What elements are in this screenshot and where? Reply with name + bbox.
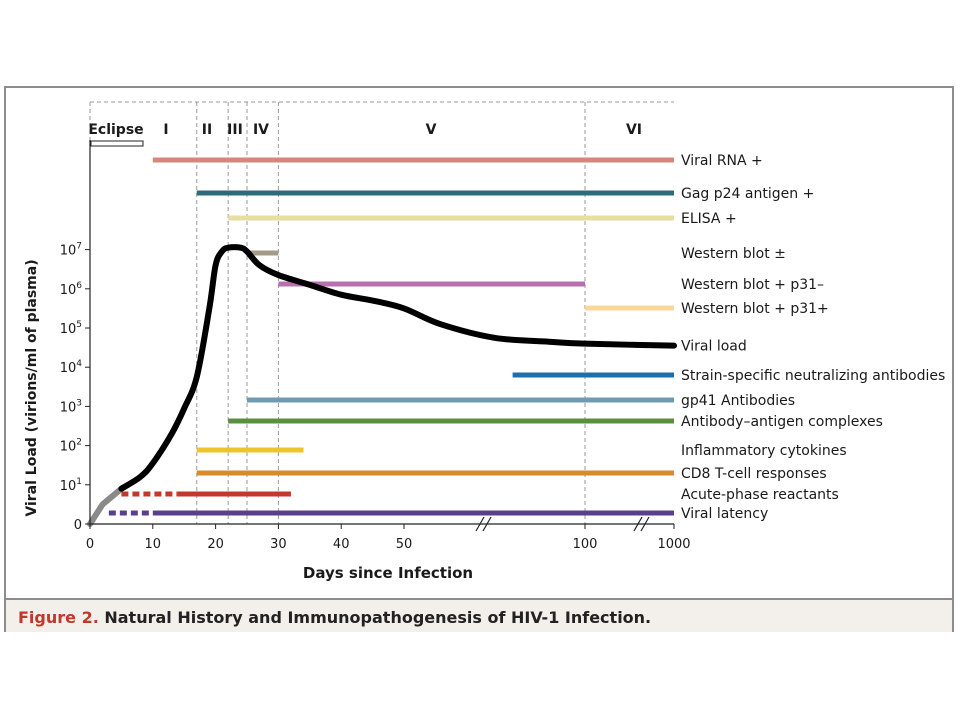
y-tick-label: 102	[60, 438, 82, 455]
x-tick-label: 50	[396, 537, 413, 552]
y-tick-base: 0	[74, 518, 82, 533]
y-tick-exponent: 7	[76, 242, 82, 252]
series-label-viral-load: Viral load	[681, 339, 747, 355]
figure-caption: Figure 2. Natural History and Immunopath…	[18, 608, 651, 627]
y-tick-base: 10	[60, 283, 77, 298]
phase-label: III	[227, 122, 243, 138]
x-tick-label: 100	[573, 537, 598, 552]
x-tick-label: 10	[145, 537, 162, 552]
y-tick-label: 101	[60, 477, 82, 494]
x-tick-label: 40	[333, 537, 350, 552]
marker-label: gp41 Antibodies	[681, 393, 795, 409]
y-tick-base: 10	[60, 361, 77, 376]
phase-label: IV	[253, 122, 269, 138]
y-axis-label: Viral Load (virions/ml of plasma)	[24, 259, 40, 516]
figure-label: Figure 2.	[18, 608, 99, 627]
y-tick-exponent: 4	[76, 359, 82, 369]
marker-label: Strain-specific neutralizing antibodies	[681, 368, 945, 384]
phase-label: VI	[626, 122, 642, 138]
phase-label: V	[426, 122, 437, 138]
axis-break-mark	[475, 516, 485, 532]
x-tick-label: 0	[86, 537, 94, 552]
y-tick-exponent: 1	[76, 477, 82, 487]
figure-title: Natural History and Immunopathogenesis o…	[104, 608, 652, 627]
y-tick-label: 105	[60, 320, 82, 337]
y-tick-label: 106	[60, 281, 83, 298]
y-tick-label: 107	[60, 242, 82, 259]
viral-load-initial-segment	[87, 485, 125, 527]
y-tick-exponent: 3	[76, 398, 82, 408]
marker-label: Western blot + p31–	[681, 277, 824, 293]
x-tick-label: 20	[207, 537, 224, 552]
marker-label: Western blot ±	[681, 246, 786, 262]
marker-label: Western blot + p31+	[681, 301, 829, 317]
phase-grid: Eclipse I II III IV V VI	[88, 101, 674, 524]
y-tick-base: 10	[60, 244, 77, 259]
axis-break-mark	[633, 516, 643, 532]
marker-bars	[108, 157, 674, 516]
viral-load-line	[118, 244, 677, 492]
y-tick-exponent: 5	[76, 320, 82, 330]
axis-break-mark	[482, 516, 492, 532]
marker-label: Acute-phase reactants	[681, 487, 839, 503]
y-tick-base: 10	[60, 322, 77, 337]
x-tick-label: 1000	[657, 537, 690, 552]
y-tick-label: 104	[60, 359, 83, 376]
y-tick-exponent: 2	[76, 438, 82, 448]
y-tick-base: 10	[60, 400, 77, 415]
eclipse-bar	[90, 140, 144, 147]
marker-labels: Viral RNA + Gag p24 antigen + ELISA + Weste…	[681, 153, 945, 522]
phase-label: Eclipse	[88, 122, 143, 138]
marker-label: CD8 T-cell responses	[681, 466, 827, 482]
marker-label: ELISA +	[681, 211, 737, 227]
marker-label: Antibody–antigen complexes	[681, 414, 883, 430]
y-tick-label: 0	[74, 518, 82, 533]
y-tick-exponent: 6	[76, 281, 82, 291]
phase-label: I	[163, 122, 168, 138]
x-tick-label: 30	[270, 537, 287, 552]
phase-label: II	[202, 122, 212, 138]
marker-label: Viral latency	[681, 506, 768, 522]
marker-label: Viral RNA +	[681, 153, 763, 169]
marker-label: Inflammatory cytokines	[681, 443, 847, 459]
figure-frame	[4, 86, 954, 632]
viral-load-curve-layer	[87, 244, 677, 527]
x-axis-label: Days since Infection	[303, 564, 473, 582]
y-tick-base: 10	[60, 440, 77, 455]
caption-band: Figure 2. Natural History and Immunopath…	[6, 598, 952, 632]
axis-break-mark	[640, 516, 650, 532]
y-tick-base: 10	[60, 479, 77, 494]
marker-label: Gag p24 antigen +	[681, 186, 814, 202]
y-tick-label: 103	[60, 398, 82, 415]
